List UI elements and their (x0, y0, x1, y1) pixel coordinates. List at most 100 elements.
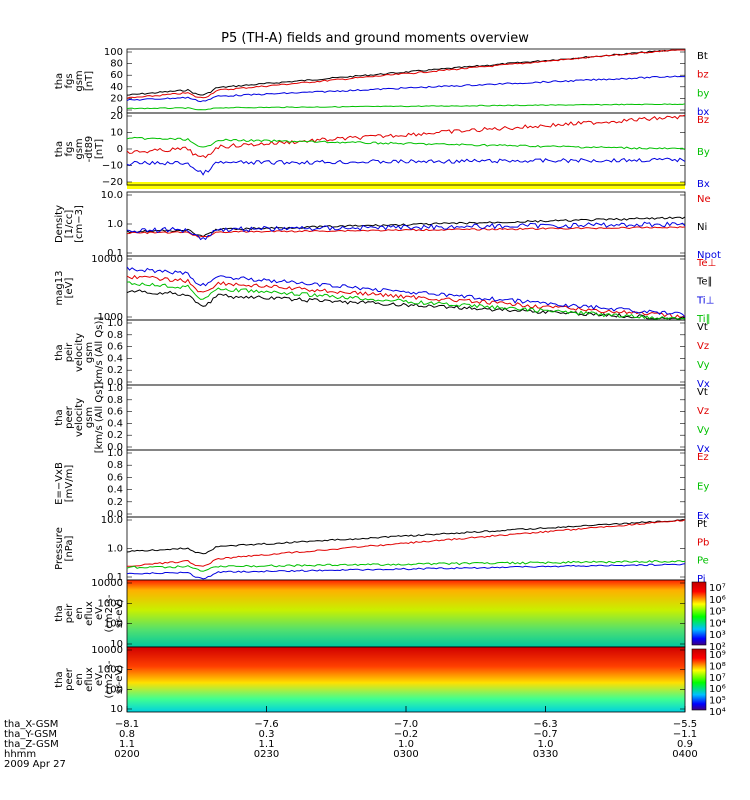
y-axis-label: sr-eV) (114, 665, 125, 694)
panel-frame (126, 112, 686, 186)
x-row-label: tha_Z-GSM (4, 739, 59, 750)
y-tick-label: 0.2 (107, 497, 123, 508)
y-tick-label: 0.8 (107, 395, 123, 406)
flag-bar (127, 182, 685, 189)
y-tick-label: 10 (110, 128, 123, 139)
panel-peer_en (126, 646, 707, 713)
series-line (126, 216, 686, 238)
x-tick-label: 0.3 (259, 729, 275, 740)
y-tick-label: 10.0 (101, 190, 123, 201)
panel-temp (126, 255, 686, 321)
y-axis-label: mag13 (54, 271, 65, 306)
y-tick-label: 0.4 (107, 418, 123, 429)
y-tick-label: 0.0 (107, 509, 123, 520)
y-axis-label: [nT] (94, 139, 105, 159)
x-tick-label: 0400 (672, 749, 697, 760)
y-axis-label: tha (54, 409, 65, 425)
y-axis-label: eflux (84, 667, 95, 692)
series-line (126, 281, 686, 320)
legend-Npot: Npot (697, 250, 721, 261)
y-tick-label: 1.0 (107, 219, 123, 230)
y-tick-label: 0.2 (107, 365, 123, 376)
legend-Ni: Ni (697, 222, 707, 233)
y-tick-label: 100 (104, 684, 123, 695)
y-axis-label: en (74, 673, 85, 686)
y-axis-label: peer (64, 667, 75, 691)
colorbar-tick: 10⁶ (709, 684, 726, 695)
y-tick-label: 0.6 (107, 472, 123, 483)
colorbar-tick: 10⁵ (709, 607, 726, 618)
y-axis-label: Pressure (54, 527, 65, 570)
y-tick-label: 100 (104, 47, 123, 58)
legend-Vy: Vy (697, 425, 710, 436)
y-axis-label: -dt89 (84, 136, 95, 163)
y-axis-label: tha (54, 671, 65, 687)
y-axis-label: gsm (74, 138, 85, 159)
panel-fgs_gsm (126, 48, 686, 114)
y-axis-label: velocity (74, 398, 85, 437)
x-tick-label: 0.8 (119, 729, 135, 740)
x-row-label: tha_Y-GSM (4, 729, 57, 740)
y-tick-label: 0.8 (107, 330, 123, 341)
panel-peer_vel (126, 384, 686, 451)
series-line (126, 266, 686, 318)
x-tick-label: −1.1 (673, 729, 697, 740)
legend-Bt: Bt (697, 51, 708, 62)
legend-Bx: Bx (697, 179, 710, 190)
y-tick-label: 0.0 (107, 377, 123, 388)
y-axis-label: gsm (84, 342, 95, 363)
y-axis-label: gsm (84, 407, 95, 428)
plot-title: P5 (TH-A) fields and ground moments over… (221, 31, 529, 46)
y-tick-label: 100 (104, 619, 123, 630)
series-line (126, 49, 685, 99)
y-axis-label: [cm−3] (74, 205, 85, 243)
series-line (126, 289, 686, 320)
legend-Ex: Ex (697, 511, 709, 522)
y-axis-label: tha (54, 605, 65, 621)
colorbar-tick: 10² (709, 642, 726, 653)
x-tick-label: 1.0 (538, 739, 554, 750)
series-line (126, 563, 686, 580)
y-axis-label: fgs (64, 141, 75, 156)
panel-frame (126, 319, 686, 386)
y-tick-label: 1.0 (107, 448, 123, 459)
series-line (126, 221, 686, 241)
panel-pressure (126, 516, 686, 581)
colorbar-tick: 10⁹ (709, 650, 726, 661)
legend-Pi: Pi (697, 574, 706, 585)
spectrogram-peir_en (127, 580, 685, 647)
series-line (126, 75, 685, 103)
series-line (126, 114, 686, 159)
y-tick-label: 0.4 (107, 485, 123, 496)
legend-Te∥: Te∥ (696, 277, 713, 288)
legend-bz: bz (697, 70, 709, 81)
legend-bx: bx (697, 107, 709, 118)
legend-Pt: Pt (697, 519, 707, 530)
y-axis-label: peir (64, 603, 75, 623)
legend-Te⊥: Te⊥ (696, 258, 716, 269)
y-tick-label: 0.8 (107, 460, 123, 471)
y-tick-label: 1.0 (107, 318, 123, 329)
y-axis-label: [eV] (64, 278, 75, 299)
y-tick-label: 10000 (91, 254, 123, 265)
y-tick-label: 20 (110, 93, 123, 104)
y-tick-label: 1000 (98, 665, 123, 676)
y-axis-label: [km/s (All Qs)] (94, 317, 105, 389)
legend-Vx: Vx (697, 379, 710, 390)
spectrogram-peer_en (127, 647, 685, 712)
panel-peir_vel (126, 319, 686, 386)
legend-Vz: Vz (697, 341, 709, 352)
y-axis-label: [nPa] (64, 535, 75, 561)
legend-Bz: Bz (697, 115, 709, 126)
x-row-label: tha_X-GSM (4, 719, 58, 730)
legend-Vt: Vt (697, 322, 708, 333)
y-tick-label: 10 (110, 704, 123, 715)
y-tick-label: 0.6 (107, 407, 123, 418)
x-tick-label: −0.7 (533, 729, 557, 740)
y-axis-label: (cm2-s- (104, 594, 115, 632)
y-axis-label: tha (54, 344, 65, 360)
colorbar-tick: 10⁸ (709, 661, 726, 672)
x-tick-label: 1.1 (119, 739, 135, 750)
y-tick-label: 1.0 (107, 383, 123, 394)
